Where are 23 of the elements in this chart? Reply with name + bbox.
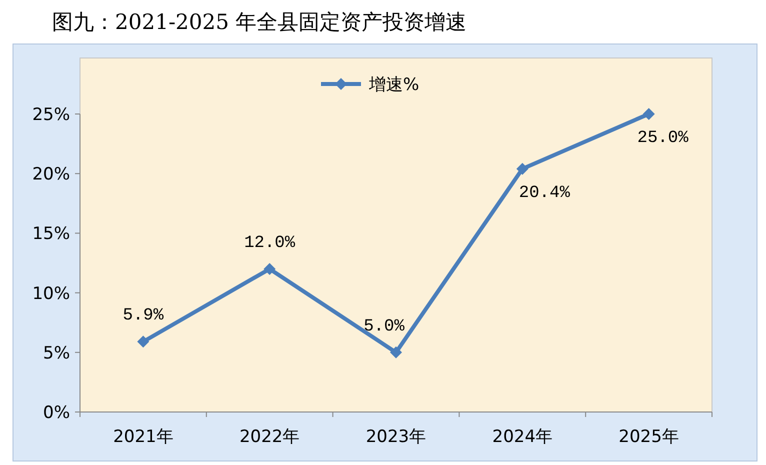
data-label: 25.0% bbox=[637, 129, 690, 148]
point bbox=[642, 108, 655, 120]
y-tick-label: 15% bbox=[32, 224, 70, 244]
x-tick-label: 2023年 bbox=[366, 427, 426, 447]
y-tick-label: 10% bbox=[32, 284, 70, 304]
y-tick-label: 5% bbox=[43, 343, 70, 364]
data-label: 5.9% bbox=[122, 306, 164, 326]
x-tick-label: 2021年 bbox=[113, 427, 174, 447]
data-label: 20.4% bbox=[518, 184, 571, 203]
point bbox=[137, 336, 150, 348]
x-tick-label: 2024年 bbox=[492, 427, 553, 447]
x-tick-label: 2025年 bbox=[618, 427, 679, 447]
legend-label: 增速% bbox=[368, 74, 420, 95]
chart-title: 图九：2021-2025 年全县固定资产投资增速 bbox=[52, 10, 467, 34]
point bbox=[516, 162, 528, 175]
point bbox=[264, 262, 276, 275]
data-label: 5.0% bbox=[364, 317, 406, 336]
y-tick-label: 0% bbox=[43, 402, 70, 423]
y-tick-label: 20% bbox=[32, 164, 70, 185]
y-tick-label: 25% bbox=[32, 104, 70, 125]
point bbox=[390, 346, 402, 358]
data-label: 12.0% bbox=[244, 234, 296, 253]
x-tick-label: 2022年 bbox=[239, 427, 300, 447]
